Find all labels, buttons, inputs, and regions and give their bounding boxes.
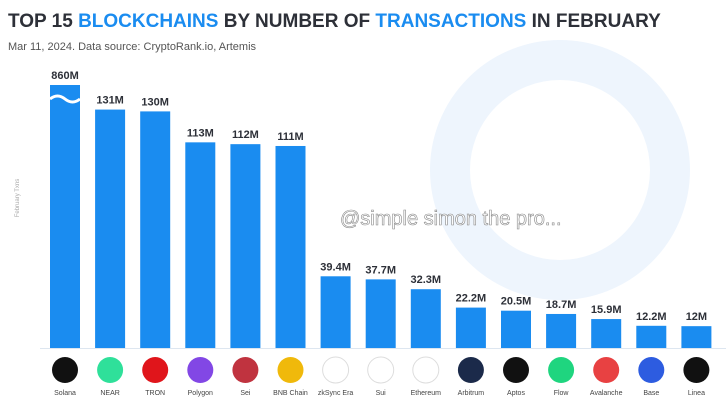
aptos-icon bbox=[503, 357, 529, 383]
category-label: Base bbox=[643, 390, 659, 397]
bar bbox=[410, 289, 441, 348]
zksync-icon bbox=[322, 356, 350, 384]
bar bbox=[501, 310, 531, 348]
avalanche-icon bbox=[593, 357, 620, 383]
data-label: 20.5M bbox=[501, 296, 532, 308]
bar bbox=[320, 276, 351, 348]
data-label: 12.2M bbox=[636, 311, 667, 323]
title-part: TRANSACTIONS bbox=[375, 11, 527, 32]
data-label: 22.2M bbox=[456, 293, 487, 305]
category-label: Polygon bbox=[188, 390, 213, 397]
data-label: 15.9M bbox=[591, 304, 622, 316]
bar bbox=[140, 111, 171, 349]
data-label: 32.3M bbox=[411, 274, 442, 286]
bar bbox=[546, 313, 577, 348]
background-decoration bbox=[430, 40, 690, 300]
category-label: NEAR bbox=[100, 390, 119, 397]
linea-icon bbox=[683, 357, 710, 383]
bar bbox=[365, 279, 396, 348]
arbitrum-icon bbox=[457, 357, 484, 383]
title-part: IN FEBRUARY bbox=[526, 11, 661, 32]
data-label: 131M bbox=[96, 95, 124, 107]
title-part: BY NUMBER OF bbox=[218, 11, 376, 32]
category-label: Solana bbox=[54, 390, 76, 397]
flow-icon bbox=[548, 357, 575, 383]
bar bbox=[275, 145, 306, 348]
data-label: 112M bbox=[232, 129, 259, 141]
polygon-icon bbox=[187, 357, 214, 383]
data-label: 111M bbox=[277, 131, 303, 143]
sui-icon bbox=[367, 356, 395, 384]
bar bbox=[95, 109, 126, 348]
title-part: TOP 15 bbox=[8, 11, 79, 32]
bar bbox=[185, 142, 216, 348]
data-label: 37.7M bbox=[365, 264, 396, 276]
near-icon bbox=[97, 357, 124, 383]
category-label: BNB Chain bbox=[273, 390, 308, 397]
category-label: Linea bbox=[688, 390, 705, 397]
data-label: 860M bbox=[51, 70, 79, 82]
category-label: Arbitrum bbox=[458, 390, 485, 397]
category-label: Sei bbox=[240, 390, 251, 397]
data-label: 39.4M bbox=[320, 261, 351, 273]
category-label: Aptos bbox=[507, 390, 525, 397]
bar bbox=[681, 326, 712, 348]
base-icon bbox=[638, 357, 665, 383]
bar bbox=[591, 319, 622, 348]
data-label: 12M bbox=[686, 311, 707, 323]
title-part: BLOCKCHAINS bbox=[78, 11, 219, 32]
category-label: TRON bbox=[145, 390, 165, 397]
chart-subtitle: Mar 11, 2024. Data source: CryptoRank.io… bbox=[8, 41, 257, 53]
category-label: Ethereum bbox=[411, 390, 442, 397]
bar bbox=[636, 325, 667, 348]
solana-icon bbox=[52, 357, 78, 383]
category-label: Sui bbox=[376, 390, 387, 397]
ethereum-icon bbox=[412, 356, 440, 384]
data-label: 18.7M bbox=[546, 299, 577, 311]
category-label: Avalanche bbox=[590, 390, 623, 397]
bnb-icon bbox=[277, 357, 304, 383]
data-label: 113M bbox=[187, 127, 214, 139]
category-label: zkSync Era bbox=[318, 390, 354, 397]
watermark: @simple simon the pro... bbox=[340, 208, 562, 230]
tron-icon bbox=[142, 357, 169, 383]
sei-icon bbox=[232, 357, 259, 383]
category-label: Flow bbox=[554, 390, 570, 397]
bar bbox=[50, 85, 80, 348]
data-label: 130M bbox=[141, 96, 169, 108]
chart-title: TOP 15 BLOCKCHAINS BY NUMBER OF TRANSACT… bbox=[8, 11, 661, 33]
bar bbox=[230, 144, 261, 348]
axis-break-mark bbox=[49, 94, 81, 104]
bar bbox=[455, 307, 486, 348]
